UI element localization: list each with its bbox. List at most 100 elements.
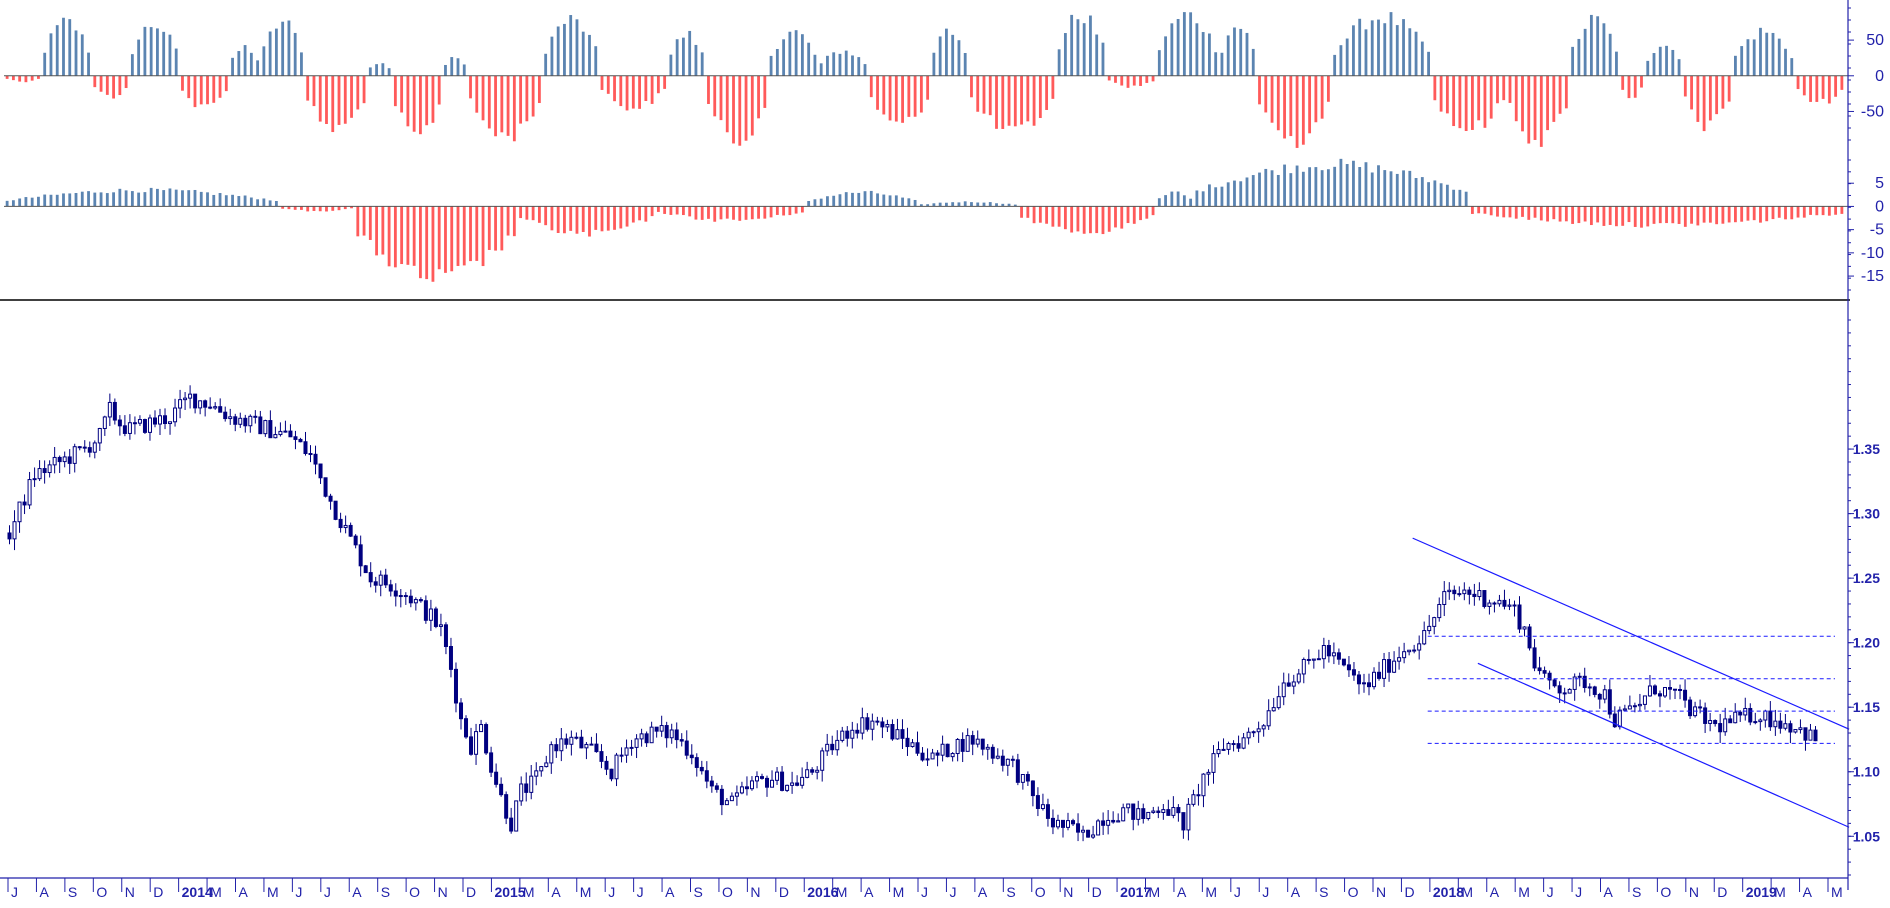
oscillator-2-bar	[976, 202, 980, 207]
oscillator-1-bar	[1471, 75, 1474, 130]
candle-body	[1808, 729, 1813, 741]
oscillator-2-bar	[419, 206, 422, 279]
candle-body	[910, 742, 915, 748]
candle-body	[1607, 689, 1612, 715]
oscillator-2-bar	[1658, 206, 1662, 224]
oscillator-1-bar	[1270, 75, 1274, 123]
oscillator-1-bar	[644, 75, 648, 101]
candle-body	[1507, 604, 1512, 607]
x-tick-label: M	[1461, 884, 1473, 900]
candle-body	[1522, 626, 1527, 630]
oscillator-2-bar	[312, 206, 316, 211]
oscillator-1-bar	[769, 55, 773, 76]
oscillator-2-bar	[719, 206, 723, 220]
candle-body	[37, 468, 42, 480]
oscillator-1-bar	[1571, 46, 1575, 76]
oscillator-1-bar	[631, 75, 635, 109]
candle-body	[930, 752, 935, 760]
candle-body	[644, 733, 649, 744]
candle-body	[845, 730, 850, 739]
oscillator-2-bar	[1101, 206, 1105, 235]
oscillator-2-bar	[1089, 206, 1092, 234]
oscillator-2-bar	[945, 202, 948, 207]
oscillator-2-bar	[1477, 206, 1481, 214]
oscillator-1-bar	[1834, 75, 1838, 97]
oscillator-1-bar	[425, 75, 429, 126]
oscillator-2-bar	[112, 192, 115, 207]
oscillator-2-bar	[725, 206, 729, 219]
candle-body	[1698, 706, 1703, 709]
oscillator-1-bar	[1815, 75, 1819, 102]
candle-body	[990, 746, 995, 759]
oscillator-2-bar	[1095, 206, 1099, 234]
oscillator-1-bar	[318, 75, 322, 122]
candle-body	[689, 754, 694, 759]
oscillator-1-bar	[1640, 75, 1643, 88]
candle-body	[318, 463, 323, 479]
oscillator-2-bar	[494, 206, 497, 251]
x-tick-label: O	[1660, 884, 1671, 900]
candle-body	[333, 500, 338, 520]
oscillator-2-bar	[287, 206, 291, 210]
oscillator-1-bar	[1734, 55, 1737, 76]
oscillator-2-bar	[1270, 170, 1274, 207]
oscillator-2-bar	[951, 202, 955, 207]
candle-body	[32, 478, 37, 481]
oscillator-1-bar	[506, 75, 510, 136]
oscillator-2-bar	[1558, 206, 1562, 222]
oscillator-1-bar	[1715, 75, 1719, 115]
oscillator-2-bar	[30, 197, 34, 207]
candle-body	[599, 751, 604, 762]
oscillator-2-bar	[1533, 206, 1537, 218]
oscillator-2-bar	[926, 204, 930, 207]
candle-body	[890, 724, 895, 740]
candle-body	[1201, 773, 1206, 797]
oscillator-2-bar	[1358, 167, 1362, 207]
candle-body	[328, 495, 333, 502]
oscillator-1-bar	[1289, 75, 1293, 137]
oscillator-1-bar	[293, 32, 297, 76]
candle-body	[1482, 590, 1487, 607]
oscillator-1-bar	[1433, 75, 1437, 101]
candle-body	[97, 427, 102, 444]
oscillator-1-bar	[300, 52, 303, 76]
candle-body	[127, 422, 132, 434]
oscillator-2-bar	[181, 190, 184, 207]
candle-body	[1557, 685, 1562, 694]
oscillator-2-bar	[1771, 206, 1775, 220]
oscillator-2-bar	[1514, 206, 1518, 219]
candle-body	[223, 411, 228, 420]
oscillator-1-bar	[807, 42, 811, 76]
oscillator-1-bar	[444, 64, 447, 76]
candle-body	[1652, 685, 1657, 695]
x-tick-label: S	[1632, 884, 1641, 900]
candle-body	[584, 743, 589, 749]
x-tick-label: M	[836, 884, 848, 900]
oscillator-1-bar	[1301, 75, 1305, 145]
oscillator-1-bar	[988, 75, 992, 116]
candle-body	[102, 416, 107, 429]
candle-body	[960, 738, 965, 752]
candle-body	[323, 477, 328, 497]
oscillator-2-bar	[1157, 198, 1161, 207]
oscillator-2-bar	[1414, 178, 1418, 207]
oscillator-2-bar	[1057, 206, 1061, 227]
oscillator-1-bar	[1076, 19, 1080, 76]
oscillator-1-bar	[1001, 75, 1005, 129]
candle-body	[1141, 808, 1146, 820]
oscillator-2-bar	[1765, 206, 1769, 222]
candle-body	[1572, 676, 1577, 690]
candle-body	[905, 737, 910, 748]
oscillator-2-bar	[851, 192, 854, 207]
oscillator-2-bar	[988, 202, 992, 207]
candle-body	[288, 430, 293, 438]
oscillator-2-bar	[124, 190, 128, 207]
candle-body	[564, 738, 569, 745]
oscillator-2-bar	[62, 193, 65, 207]
oscillator-2-bar	[1276, 174, 1280, 207]
oscillator-1-bar	[1439, 75, 1443, 112]
oscillator-2-bar	[819, 198, 823, 207]
oscillator-1-bar	[130, 54, 134, 76]
